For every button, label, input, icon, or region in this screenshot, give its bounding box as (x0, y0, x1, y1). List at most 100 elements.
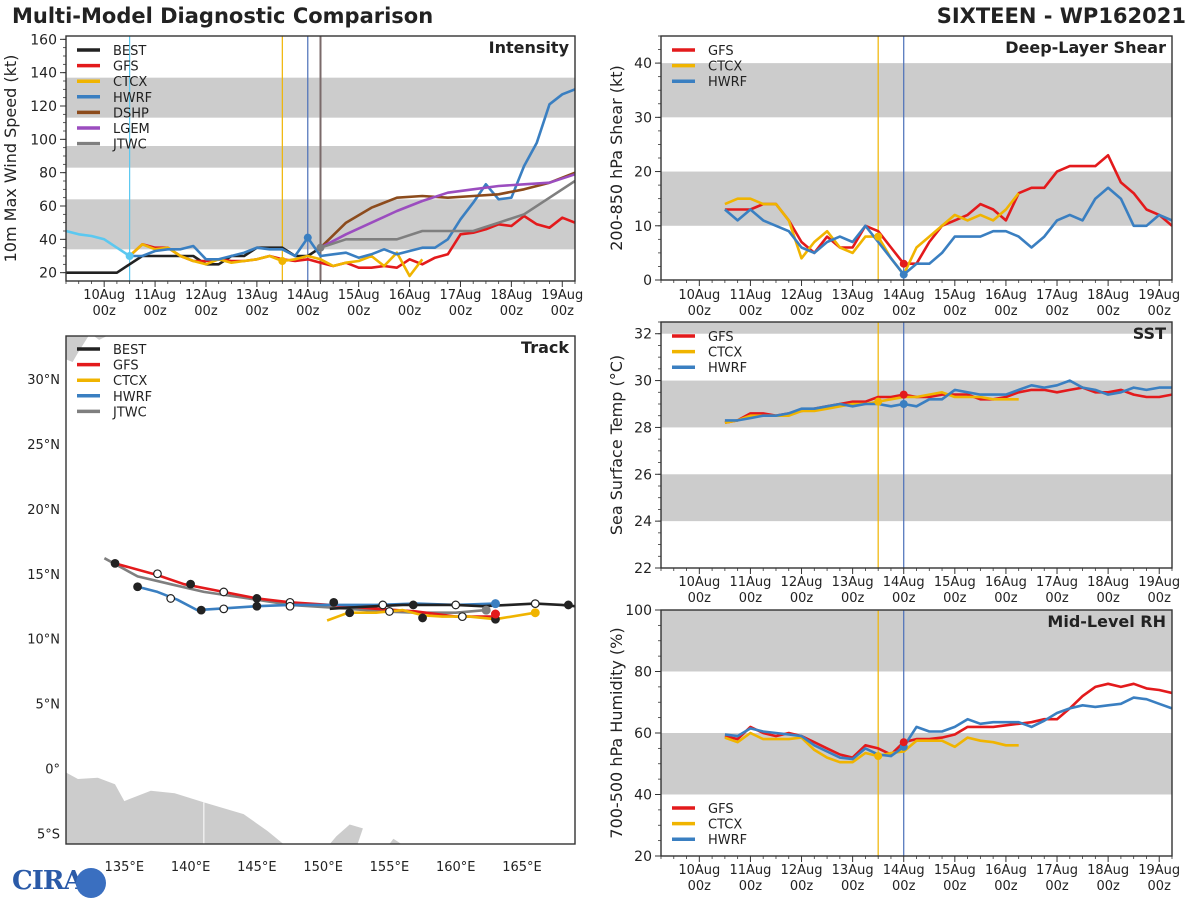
panel-title: Mid-Level RH (1047, 612, 1166, 631)
track-time-marker (196, 605, 206, 615)
x-tick-label-line: 00z (688, 591, 712, 606)
x-tick-label-line: 00z (398, 304, 422, 319)
x-tick-label: 19Aug 00z (1138, 575, 1180, 606)
x-tick-label-line: 13Aug (832, 863, 874, 878)
y-tick-label: 140 (30, 66, 57, 82)
x-tick-label: 12Aug 00z (185, 288, 227, 319)
x-tick-label-line: 11Aug (729, 575, 771, 590)
x-tick-label: 15Aug 00z (934, 288, 976, 319)
x-tick-label-line: 00z (790, 304, 814, 319)
x-tick-label-line: 00z (1045, 879, 1069, 894)
x-tick-label: 14Aug 00z (883, 863, 925, 894)
legend-label-hwrf: HWRF (113, 390, 152, 405)
legend-label-hwrf: HWRF (708, 75, 747, 90)
legend-label-jtwc: JTWC (112, 138, 147, 153)
y-tick-label: 40 (634, 56, 652, 72)
x-tick-label-line: 12Aug (781, 863, 823, 878)
y-tick-label: 32 (634, 327, 652, 343)
series-line-hwrf (724, 186, 1172, 276)
x-tick-label-line: 17Aug (1036, 863, 1078, 878)
series-line-ctcx (724, 192, 1020, 276)
track-time-marker (563, 600, 573, 610)
x-tick-label-line: 19Aug (1138, 288, 1180, 303)
y-tick-label: 100 (30, 132, 57, 148)
init-marker-gfs (899, 738, 908, 747)
track-time-marker (219, 604, 229, 614)
series-line-hwrf (724, 379, 1172, 422)
y-tick-label: 30 (634, 110, 652, 126)
init-marker-ctcx (278, 257, 287, 265)
x-tick-label-line: 16Aug (985, 288, 1027, 303)
y-tick-label: 160 (30, 32, 57, 48)
track-time-marker (186, 579, 195, 589)
x-tick-label-line: 11Aug (134, 288, 176, 303)
panel-title: SST (1133, 324, 1166, 343)
lat-tick-label: 30°N (27, 373, 60, 388)
y-tick-label: 30 (634, 374, 652, 390)
x-tick-label-line: 00z (194, 304, 218, 319)
x-tick-label-line: 11Aug (729, 288, 771, 303)
lon-tick-label: 135°E (105, 860, 145, 875)
x-tick-label: 12Aug 00z (781, 288, 823, 319)
init-marker-gfs (899, 259, 908, 268)
lat-tick-label: 25°N (27, 438, 60, 453)
x-tick-label-line: 00z (892, 304, 916, 319)
track-time-marker (329, 597, 339, 607)
y-tick-label: 40 (39, 232, 57, 248)
x-tick-label-line: 00z (92, 304, 116, 319)
series-line-gfs (724, 154, 1172, 266)
x-tick-label-line: 15Aug (934, 575, 976, 590)
x-tick-label-line: 00z (943, 879, 967, 894)
x-tick-label: 13Aug 00z (832, 288, 874, 319)
x-tick-label-line: 16Aug (985, 575, 1027, 590)
x-tick-label-line: 00z (739, 591, 763, 606)
y-tick-label: 28 (634, 420, 652, 436)
y-tick-label: 80 (39, 166, 57, 182)
y-tick-label: 20 (39, 266, 57, 282)
x-tick-label: 19Aug 00z (1138, 863, 1180, 894)
track-time-marker (133, 582, 142, 592)
map-frame (65, 335, 576, 845)
series-line-jtwc (320, 179, 575, 249)
x-tick-label-line: 19Aug (1138, 575, 1180, 590)
track-time-marker (378, 600, 388, 610)
x-tick-label-line: 10Aug (83, 288, 125, 303)
x-tick-label: 12Aug 00z (781, 575, 823, 606)
track-time-marker (285, 601, 295, 611)
track-time-marker (153, 569, 162, 579)
x-tick-label: 15Aug 00z (934, 863, 976, 894)
legend-label-best: BEST (113, 44, 146, 59)
y-tick-label: 20 (634, 849, 652, 865)
series-line-ctcx (128, 243, 424, 278)
threshold-band (661, 63, 1172, 118)
x-tick-label: 11Aug 00z (134, 288, 176, 319)
x-tick-label: 18Aug 00z (1087, 288, 1129, 319)
panel-title: Intensity (489, 38, 570, 57)
x-tick-label-line: 10Aug (678, 575, 720, 590)
x-tick-label: 11Aug 00z (729, 575, 771, 606)
series-line-best (66, 246, 322, 275)
track-time-marker (345, 608, 355, 618)
x-tick-label-line: 00z (943, 304, 967, 319)
track-time-marker (252, 594, 262, 603)
x-tick-label-line: 16Aug (389, 288, 431, 303)
y-tick-label: 0 (643, 273, 652, 289)
x-tick-label-line: 00z (1148, 591, 1172, 606)
x-tick-label: 19Aug 00z (541, 288, 583, 319)
y-axis-label: 10m Max Wind Speed (kt) (1, 55, 20, 263)
legend-label-ctcx: CTCX (708, 818, 742, 833)
x-tick-label-line: 00z (296, 304, 320, 319)
x-tick-label: 17Aug 00z (440, 288, 482, 319)
x-tick-label: 17Aug 00z (1036, 575, 1078, 606)
y-tick-label: 120 (30, 99, 57, 115)
x-tick-label-line: 11Aug (729, 863, 771, 878)
x-tick-label-line: 00z (994, 304, 1018, 319)
track-time-marker (418, 613, 427, 623)
track-time-marker (166, 594, 176, 603)
x-tick-label: 14Aug 00z (883, 288, 925, 319)
track-time-marker (530, 599, 540, 609)
